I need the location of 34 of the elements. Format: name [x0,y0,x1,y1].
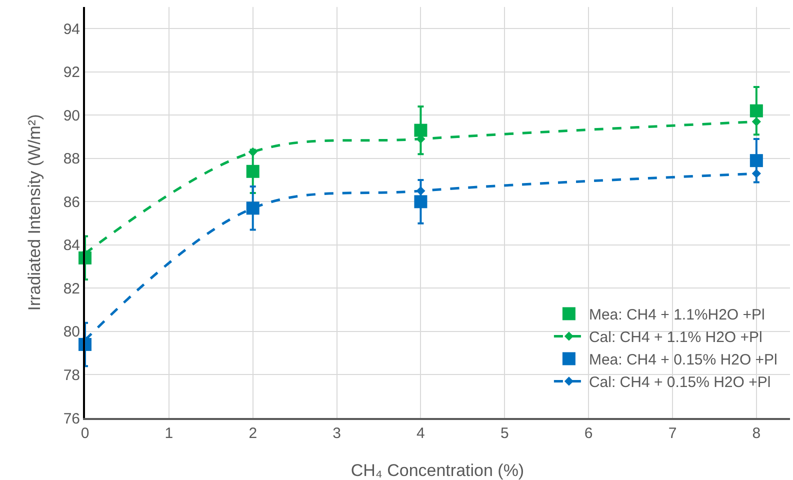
point [246,164,260,178]
x-tick-label: 3 [332,425,341,442]
legend-label: Mea: CH4 + 0.15% H2O +Pl [588,352,778,369]
legend-label: Mea: CH4 + 1.1%H2O +Pl [588,306,765,324]
legend-label: Cal: CH4 + 1.1% H2O +Pl [588,329,762,346]
point [414,124,428,137]
y-tick-label: 88 [63,150,80,168]
x-tick-label: 4 [416,425,425,442]
x-axis-title: CH₄ Concentration (%) [350,461,524,480]
point [752,117,761,126]
x-tick-label: 6 [584,425,593,442]
y-tick-label: 86 [63,194,80,211]
x-tick-label: 0 [80,425,90,442]
point [248,147,258,156]
x-tick-label: 5 [500,425,509,442]
y-axis-title: Irradiated Intensity (W/m²) [25,114,44,311]
y-tick-label: 92 [63,64,80,82]
x-tick-label: 2 [248,425,258,442]
y-tick-label: 94 [63,20,80,38]
point [752,169,761,178]
y-tick-label: 80 [63,324,80,341]
y-tick-label: 84 [63,237,80,254]
legend-label: Cal: CH4 + 0.15% H2O +Pl [588,374,771,392]
y-tick-label: 90 [63,107,80,124]
y-tick-label: 78 [63,366,80,384]
x-tick-label: 8 [752,425,761,442]
x-tick-label: 7 [668,425,677,442]
point [750,104,763,118]
y-tick-label: 76 [63,410,80,428]
x-tick-label: 1 [164,425,174,442]
y-tick-label: 82 [63,280,80,298]
point [414,195,428,208]
point [750,154,763,168]
point [416,186,426,196]
